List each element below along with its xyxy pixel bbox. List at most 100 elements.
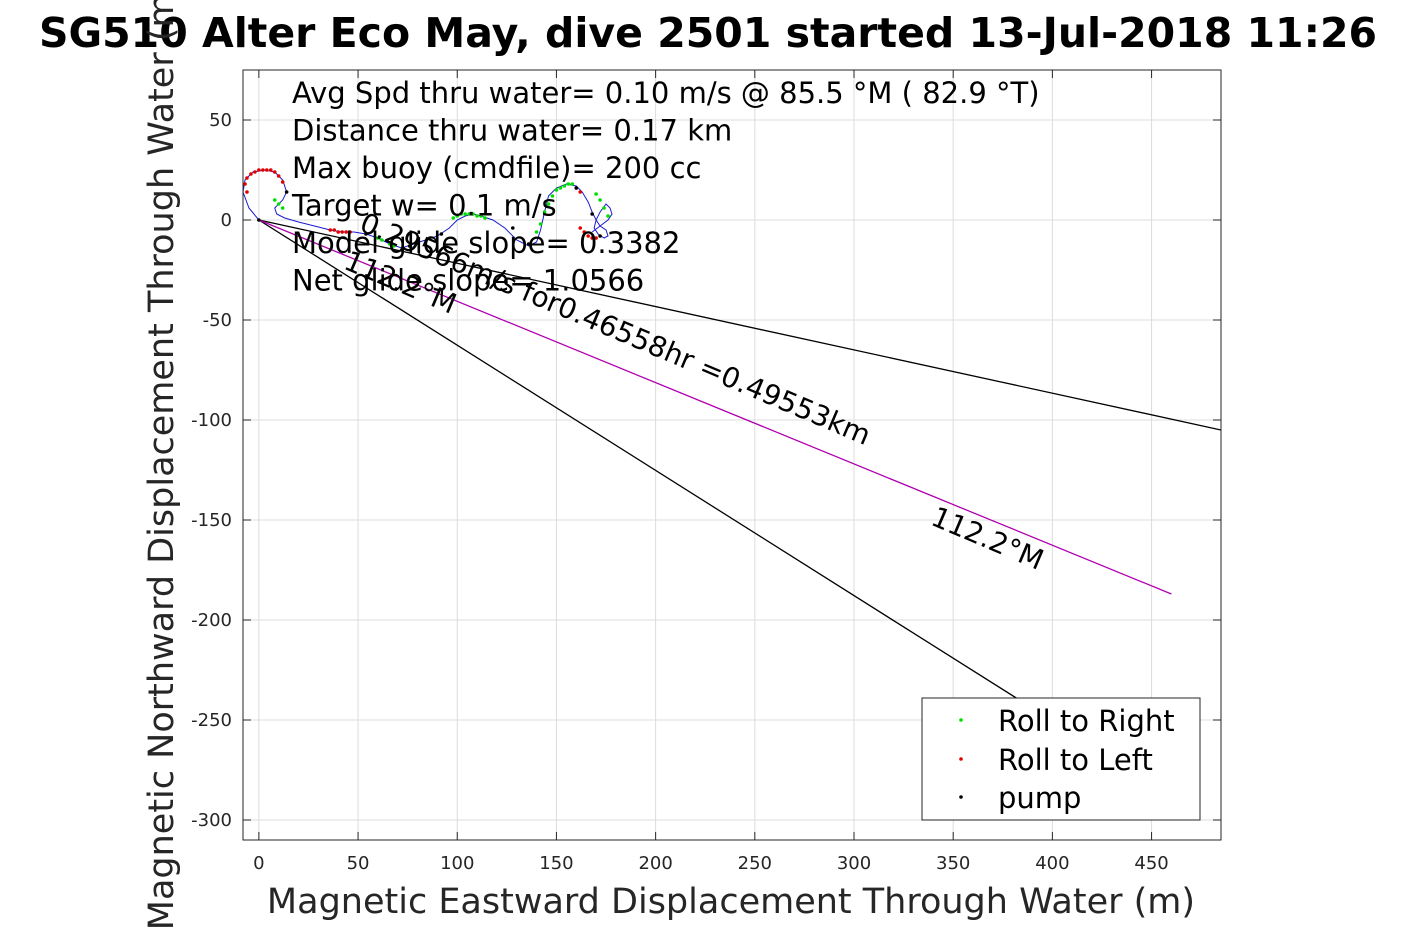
data-point-roll-to-left: [332, 228, 337, 232]
data-point-roll-to-left: [340, 230, 344, 234]
x-axis-label: Magnetic Eastward Displacement Through W…: [267, 882, 1195, 922]
data-point-roll-to-right: [594, 192, 598, 196]
info-line: Model glide slope= 0.3382: [292, 226, 680, 260]
y-tick-label: 50: [209, 110, 232, 131]
data-point-roll-to-right: [387, 242, 392, 246]
data-point-roll-to-right: [380, 238, 384, 242]
x-tick-label: 400: [1035, 853, 1069, 874]
data-point-roll-to-right: [554, 188, 559, 192]
legend-label-pump: pump: [998, 781, 1081, 815]
data-point-pump: [598, 234, 602, 238]
legend-marker-pump: [959, 795, 963, 799]
data-point-roll-to-left: [265, 168, 269, 172]
data-point-roll-to-right: [475, 214, 479, 218]
y-tick-label: -50: [203, 310, 232, 331]
data-point-pump: [526, 242, 531, 246]
data-point-roll-to-right: [280, 206, 285, 210]
x-tick-label: 100: [440, 853, 474, 874]
data-point-pump: [257, 218, 261, 222]
data-point-roll-to-right: [463, 212, 467, 216]
data-point-pump: [590, 212, 594, 216]
data-point-pump: [439, 232, 444, 236]
y-tick-label: -250: [191, 710, 232, 731]
data-point-roll-to-left: [268, 168, 273, 172]
data-point-roll-to-right: [538, 222, 543, 226]
x-tick-label: 350: [936, 853, 970, 874]
info-block: Avg Spd thru water= 0.10 m/s @ 85.5 °M (…: [291, 76, 1040, 298]
data-point-roll-to-left: [245, 176, 249, 180]
data-point-roll-to-right: [534, 230, 539, 234]
data-point-roll-to-right: [558, 186, 563, 190]
data-point-roll-to-right: [471, 212, 475, 216]
data-point-pump: [407, 244, 412, 248]
legend-label-roll-left: Roll to Left: [998, 743, 1153, 777]
x-tick-label: 300: [837, 853, 871, 874]
data-point-roll-to-left: [582, 230, 587, 234]
data-point-roll-to-left: [578, 190, 583, 194]
plot-frame: [242, 69, 1222, 841]
data-point-roll-to-left: [336, 230, 341, 234]
legend-box: [921, 697, 1201, 821]
data-point-roll-to-right: [602, 206, 606, 210]
info-line: Net glide slope= 1.0566: [292, 264, 644, 298]
data-point-roll-to-left: [245, 190, 249, 194]
data-point-roll-to-left: [594, 236, 598, 240]
chart-title: SG510 Alter Eco May, dive 2501 started 1…: [39, 9, 1377, 57]
data-point-roll-to-right: [451, 216, 456, 220]
data-point-pump: [364, 232, 368, 236]
data-point-roll-to-right: [562, 184, 567, 188]
data-point-roll-to-right: [376, 236, 380, 240]
data-point-roll-to-left: [280, 180, 285, 184]
data-point-roll-to-left: [590, 236, 594, 240]
data-point-roll-to-left: [586, 234, 590, 238]
legend-marker-roll-left: [959, 757, 963, 761]
data-point-roll-to-left: [253, 170, 257, 174]
data-point-roll-to-right: [566, 182, 571, 186]
data-point-roll-to-right: [606, 214, 610, 218]
legend-marker-roll-right: [959, 718, 963, 722]
reference-line-2: [258, 219, 1172, 595]
y-tick-label: 0: [221, 210, 232, 231]
info-line: Avg Spd thru water= 0.10 m/s @ 85.5 °M (…: [292, 76, 1040, 110]
y-axis-label: Magnetic Northward Displacement Through …: [142, 0, 182, 930]
data-point-roll-to-left: [249, 172, 253, 176]
data-point-roll-to-left: [276, 174, 281, 178]
x-tick-label: 50: [347, 853, 370, 874]
reference-line-1: [258, 219, 1023, 703]
data-point-roll-to-right: [598, 198, 602, 202]
info-line: Max buoy (cmdfile)= 200 cc: [292, 151, 701, 185]
y-tick-label: -150: [191, 510, 232, 531]
data-point-roll-to-right: [391, 244, 396, 248]
tick-marks: [243, 70, 1221, 840]
x-tick-label: 0: [253, 853, 264, 874]
data-point-roll-to-right: [570, 182, 575, 186]
data-point-roll-to-left: [578, 226, 583, 230]
x-tick-labels: 0 50 100 150 200 250 300 350 400 450: [253, 853, 1169, 874]
data-point-pump: [510, 226, 515, 230]
data-point-roll-to-left: [344, 230, 348, 234]
data-point-pump: [574, 186, 579, 190]
y-tick-label: -300: [191, 810, 232, 831]
data-point-roll-to-right: [546, 202, 551, 206]
x-tick-label: 250: [738, 853, 772, 874]
x-tick-label: 150: [539, 853, 573, 874]
legend: Roll to Right Roll to Left pump: [921, 697, 1201, 821]
data-point-roll-to-left: [328, 228, 333, 232]
plot-content: [243, 168, 1221, 703]
data-point-roll-to-right: [479, 214, 483, 218]
y-tick-label: -100: [191, 410, 232, 431]
data-point-roll-to-left: [257, 168, 261, 172]
info-line: Target w= 0.1 m/s: [291, 189, 557, 223]
info-line: Distance thru water= 0.17 km: [292, 114, 732, 148]
y-tick-labels: 50 0 -50 -100 -150 -200 -250 -300: [191, 110, 232, 831]
data-point-roll-to-right: [483, 216, 487, 220]
data-point-roll-to-right: [467, 212, 471, 216]
data-point-roll-to-right: [459, 212, 464, 216]
data-point-roll-to-right: [272, 198, 277, 202]
data-point-pump: [284, 190, 289, 194]
data-point-roll-to-left: [348, 230, 352, 234]
x-tick-label: 450: [1134, 853, 1168, 874]
data-point-roll-to-left: [243, 182, 247, 186]
data-point-roll-to-right: [276, 202, 281, 206]
